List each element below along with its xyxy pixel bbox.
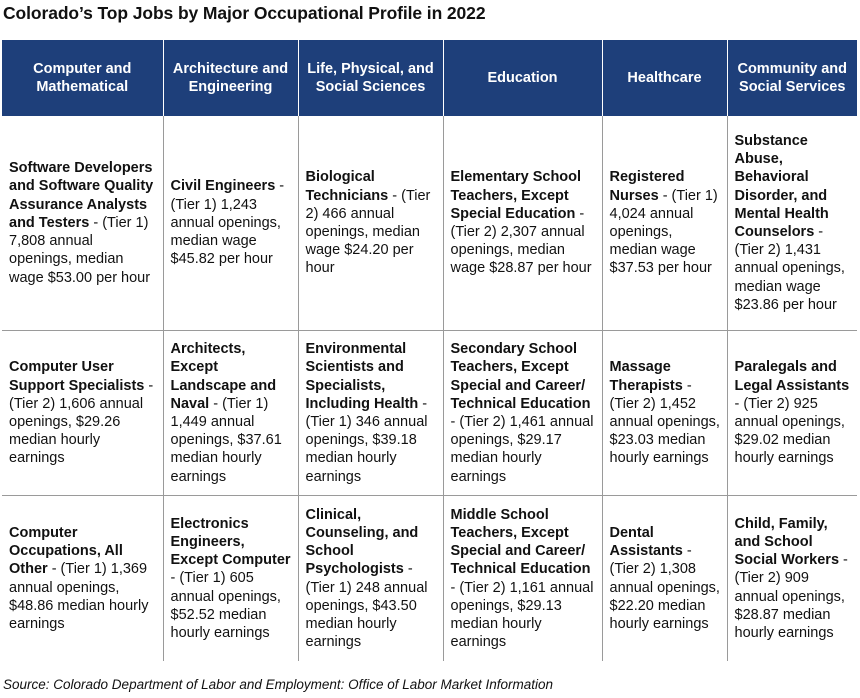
job-detail: - (Tier 2) 1,461 annual openings, $29.17… (450, 414, 594, 485)
job-detail: - (Tier 1) 1,449 annual openings, $37.61… (170, 395, 282, 485)
table-cell: Child, Family, and School Social Workers… (727, 496, 857, 662)
job-title: Architects, Except Landscape and Naval (170, 341, 277, 412)
job-title: Biological Technicians (305, 169, 389, 204)
table-row: Software Developers and Software Quality… (2, 116, 857, 331)
source-note: Source: Colorado Department of Labor and… (3, 677, 554, 692)
job-detail: - (Tier 1) 346 annual openings, $39.18 m… (305, 395, 428, 485)
column-header: Education (443, 40, 603, 116)
table-cell: Dental Assistants - (Tier 2) 1,308 annua… (602, 495, 728, 661)
job-detail: - (Tier 2) 925 annual openings, $29.02 m… (734, 395, 845, 467)
job-detail: - (Tier 2) 2,307 annual openings, median… (450, 205, 592, 277)
table-cell: Biological Technicians - (Tier 2) 466 an… (298, 116, 444, 331)
job-detail: - (Tier 2) 466 annual openings, median w… (305, 187, 431, 277)
column-header: Community and Social Services (727, 40, 857, 116)
job-title: Computer User Support Specialists (9, 359, 145, 394)
job-title: Computer Occupations, All Other (9, 524, 123, 578)
job-detail: - (Tier 1) 605 annual openings, $52.52 m… (170, 570, 281, 641)
job-detail: - (Tier 1) 7,808 annual openings, median… (9, 214, 151, 286)
table-cell: Secondary School Teachers, Except Specia… (443, 330, 603, 496)
job-title: Paralegals and Legal Assistants (734, 359, 850, 394)
page-title: Colorado’s Top Jobs by Major Occupationa… (3, 3, 486, 23)
job-title: Software Developers and Software Quality… (9, 160, 154, 231)
job-detail: - (Tier 2) 909 annual openings, $28.87 m… (734, 552, 848, 641)
job-title: Clinical, Counseling, and School Psychol… (305, 506, 419, 578)
jobs-table: Computer and Mathematical Architecture a… (2, 40, 857, 661)
job-title: Elementary School Teachers, Except Speci… (450, 169, 582, 222)
table-cell: Substance Abuse, Behavioral Disorder, an… (727, 116, 857, 331)
job-detail: - (Tier 2) 1,452 annual openings, $23.03… (609, 377, 720, 467)
column-header: Architecture and Engineering (163, 40, 299, 116)
table-cell: Elementary School Teachers, Except Speci… (443, 116, 603, 331)
job-title: Substance Abuse, Behavioral Disorder, an… (734, 132, 829, 240)
table-cell: Massage Therapists - (Tier 2) 1,452 annu… (602, 330, 728, 496)
table-cell: Paralegals and Legal Assistants - (Tier … (727, 330, 857, 496)
job-title: Dental Assistants (609, 524, 683, 560)
job-detail: - (Tier 1) 1,243 annual openings, median… (170, 178, 285, 268)
table-cell: Architects, Except Landscape and Naval -… (163, 330, 299, 496)
table-row: Computer Occupations, All Other - (Tier … (2, 495, 857, 662)
job-title: Secondary School Teachers, Except Specia… (450, 341, 591, 412)
job-title: Massage Therapists (609, 359, 683, 394)
job-detail: - (Tier 2) 1,431 annual openings, median… (734, 224, 845, 313)
header-row: Computer and Mathematical Architecture a… (2, 40, 857, 116)
job-detail: - (Tier 2) 1,606 annual openings, $29.26… (9, 377, 154, 467)
table-cell: Environmental Scientists and Specialists… (298, 330, 444, 496)
job-title: Civil Engineers (170, 178, 276, 195)
table-cell: Registered Nurses - (Tier 1) 4,024 annua… (602, 116, 728, 331)
job-title: Registered Nurses (609, 169, 685, 204)
table-cell: Electronics Engineers, Except Computer -… (163, 495, 299, 661)
column-header: Healthcare (602, 40, 728, 116)
job-detail: - (Tier 2) 1,161 annual openings, $29.13… (450, 579, 594, 651)
column-header: Life, Physical, and Social Sciences (298, 40, 444, 116)
job-detail: - (Tier 1) 248 annual openings, $43.50 m… (305, 561, 428, 651)
table-cell: Computer Occupations, All Other - (Tier … (2, 495, 164, 661)
job-title: Electronics Engineers, Except Computer (170, 515, 291, 569)
job-detail: - (Tier 1) 4,024 annual openings, median… (609, 187, 718, 277)
job-detail: - (Tier 2) 1,308 annual openings, $22.20… (609, 543, 720, 632)
job-title: Environmental Scientists and Specialists… (305, 341, 419, 412)
table-cell: Software Developers and Software Quality… (2, 116, 164, 331)
table-row: Computer User Support Specialists - (Tie… (2, 330, 857, 496)
table-cell: Clinical, Counseling, and School Psychol… (298, 495, 444, 661)
job-title: Middle School Teachers, Except Special a… (450, 506, 591, 578)
table-cell: Computer User Support Specialists - (Tie… (2, 330, 164, 496)
table-cell: Civil Engineers - (Tier 1) 1,243 annual … (163, 116, 299, 331)
job-detail: - (Tier 1) 1,369 annual openings, $48.86… (9, 561, 149, 632)
job-title: Child, Family, and School Social Workers (734, 515, 840, 569)
column-header: Computer and Mathematical (2, 40, 164, 116)
table-cell: Middle School Teachers, Except Special a… (443, 495, 603, 661)
